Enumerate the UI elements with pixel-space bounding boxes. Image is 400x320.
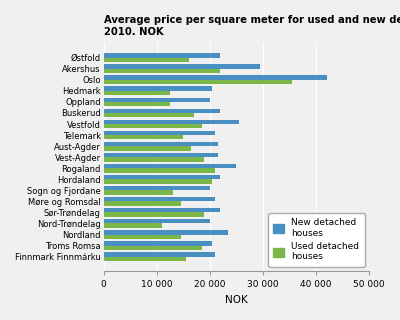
- Bar: [104, 108, 220, 113]
- Bar: [104, 76, 327, 80]
- Bar: [104, 179, 212, 184]
- Bar: [104, 58, 188, 62]
- Bar: [104, 257, 186, 261]
- X-axis label: NOK: NOK: [225, 295, 248, 305]
- Bar: [104, 164, 236, 168]
- Bar: [104, 146, 191, 150]
- Bar: [104, 91, 170, 95]
- Bar: [104, 212, 204, 217]
- Bar: [104, 252, 215, 257]
- Bar: [104, 190, 172, 195]
- Bar: [104, 131, 215, 135]
- Bar: [104, 53, 220, 58]
- Bar: [104, 69, 220, 73]
- Bar: [104, 102, 170, 106]
- Bar: [104, 223, 162, 228]
- Legend: New detached
houses, Used detached
houses: New detached houses, Used detached house…: [268, 213, 365, 267]
- Bar: [104, 124, 202, 128]
- Bar: [104, 175, 220, 179]
- Bar: [104, 245, 202, 250]
- Bar: [104, 64, 260, 69]
- Bar: [104, 98, 210, 102]
- Bar: [104, 113, 194, 117]
- Bar: [104, 142, 218, 146]
- Bar: [104, 235, 180, 239]
- Bar: [104, 230, 228, 235]
- Text: Average price per square meter for used and new detached houses.
2010. NOK: Average price per square meter for used …: [104, 15, 400, 36]
- Bar: [104, 153, 218, 157]
- Bar: [104, 135, 183, 140]
- Bar: [104, 219, 210, 223]
- Bar: [104, 86, 212, 91]
- Bar: [104, 80, 292, 84]
- Bar: [104, 201, 180, 206]
- Bar: [104, 208, 220, 212]
- Bar: [104, 241, 212, 245]
- Bar: [104, 197, 215, 201]
- Bar: [104, 186, 210, 190]
- Bar: [104, 120, 239, 124]
- Bar: [104, 157, 204, 162]
- Bar: [104, 168, 215, 173]
